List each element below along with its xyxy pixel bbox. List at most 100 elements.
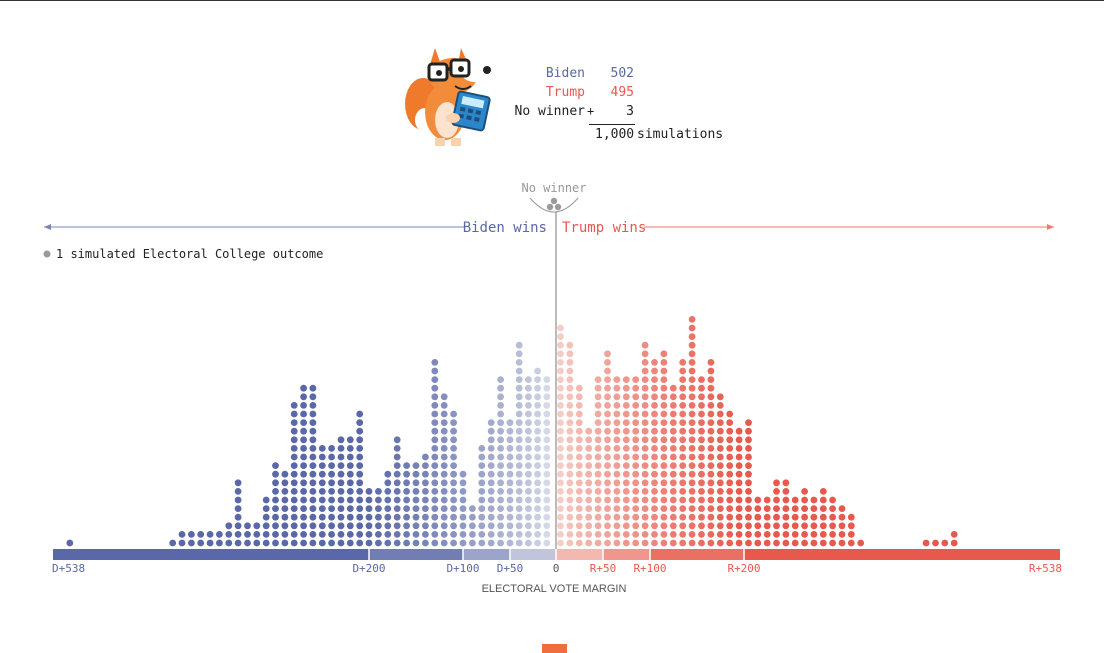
biden-outcome-dot — [515, 384, 523, 392]
trump-outcome-dot — [651, 376, 658, 383]
trump-outcome-dot — [641, 453, 649, 461]
biden-outcome-dot — [384, 505, 392, 512]
trump-outcome-dot — [604, 376, 611, 383]
tally-nowinner-value: 3 — [626, 104, 634, 119]
trump-outcome-dot — [660, 359, 668, 366]
biden-outcome-dot — [356, 445, 364, 452]
biden-outcome-dot — [262, 539, 270, 547]
trump-outcome-dot — [557, 445, 564, 452]
trump-outcome-dot — [754, 531, 762, 538]
biden-outcome-dot — [337, 488, 345, 495]
biden-outcome-dot — [356, 410, 364, 418]
trump-outcome-dot — [707, 505, 715, 512]
biden-outcome-dot — [262, 531, 270, 538]
biden-outcome-dot — [337, 462, 345, 469]
biden-outcome-dot — [450, 513, 457, 521]
trump-outcome-dot — [604, 488, 611, 495]
trump-wins-label: Trump wins — [562, 220, 646, 236]
trump-outcome-dot — [726, 445, 734, 452]
trump-outcome-dot — [838, 539, 846, 547]
trump-outcome-dot — [632, 445, 640, 452]
biden-outcome-dot — [440, 393, 448, 401]
trump-outcome-dot — [557, 367, 564, 375]
trump-outcome-dot — [585, 505, 593, 512]
biden-outcome-dot — [281, 470, 289, 478]
trump-outcome-dot — [604, 513, 611, 521]
trump-outcome-dot — [594, 402, 602, 409]
biden-outcome-dot — [393, 513, 401, 521]
biden-outcome-dot — [300, 470, 307, 478]
biden-outcome-dot — [412, 505, 420, 512]
trump-outcome-dot — [698, 522, 705, 530]
biden-outcome-dot — [384, 470, 392, 478]
trump-outcome-dot — [604, 367, 611, 375]
trump-outcome-dot — [763, 531, 771, 538]
trump-outcome-dot — [566, 505, 574, 512]
trump-outcome-dot — [688, 531, 696, 538]
trump-outcome-dot — [660, 488, 668, 495]
biden-outcome-dot — [515, 445, 523, 452]
trump-outcome-dot — [688, 505, 696, 512]
biden-outcome-dot — [412, 496, 420, 504]
trump-outcome-dot — [660, 384, 668, 392]
biden-outcome-dot — [346, 531, 354, 538]
trump-outcome-dot — [594, 505, 602, 512]
biden-outcome-dot — [422, 470, 429, 478]
biden-outcome-dot — [290, 427, 298, 435]
biden-outcome-dot — [431, 522, 439, 530]
trump-outcome-dot — [745, 522, 752, 530]
trump-outcome-dot — [716, 479, 724, 487]
trump-outcome-dot — [801, 505, 808, 512]
biden-outcome-dot — [290, 496, 298, 504]
trump-outcome-dot — [632, 513, 640, 521]
trump-outcome-dot — [735, 488, 743, 495]
biden-outcome-dot — [497, 393, 504, 401]
biden-outcome-dot — [272, 531, 279, 538]
biden-outcome-dot — [422, 488, 429, 495]
trump-outcome-dot — [575, 496, 583, 504]
biden-outcome-dot — [525, 513, 532, 521]
trump-outcome-dot — [660, 531, 668, 538]
trump-outcome-dot — [585, 436, 593, 444]
trump-outcome-dot — [557, 376, 564, 383]
trump-outcome-dot — [651, 531, 658, 538]
trump-outcome-dot — [566, 419, 574, 426]
biden-outcome-dot — [431, 376, 439, 383]
trump-outcome-dot — [585, 427, 593, 435]
trump-outcome-dot — [735, 453, 743, 461]
biden-outcome-dot — [300, 488, 307, 495]
trump-outcome-dot — [819, 522, 827, 530]
trump-outcome-dot — [745, 436, 752, 444]
biden-outcome-dot — [543, 402, 551, 409]
biden-outcome-dot — [525, 436, 532, 444]
biden-outcome-dot — [318, 505, 326, 512]
biden-outcome-dot — [337, 436, 345, 444]
trump-outcome-dot — [791, 496, 799, 504]
trump-outcome-dot — [745, 453, 752, 461]
biden-outcome-dot — [309, 479, 317, 487]
biden-outcome-dot — [543, 427, 551, 435]
biden-outcome-dot — [290, 479, 298, 487]
trump-outcome-dot — [716, 427, 724, 435]
no-winner-bracket — [529, 197, 579, 213]
biden-outcome-dot — [469, 513, 476, 521]
trump-outcome-dot — [660, 445, 668, 452]
trump-outcome-dot — [651, 462, 658, 469]
biden-outcome-dot — [440, 462, 448, 469]
biden-outcome-dot — [412, 470, 420, 478]
biden-outcome-dot — [487, 419, 495, 426]
biden-outcome-dot — [412, 462, 420, 469]
trump-outcome-dot — [716, 531, 724, 538]
biden-outcome-dot — [206, 539, 214, 547]
biden-outcome-dot — [281, 513, 289, 521]
biden-outcome-dot — [234, 505, 242, 512]
trump-outcome-dot — [651, 470, 658, 478]
trump-outcome-dot — [726, 522, 734, 530]
biden-outcome-dot — [487, 539, 495, 547]
trump-outcome-dot — [735, 479, 743, 487]
biden-outcome-dot — [534, 436, 541, 444]
trump-outcome-dot — [688, 384, 696, 392]
biden-outcome-dot — [365, 496, 373, 504]
biden-outcome-dot — [431, 427, 439, 435]
trump-outcome-dot — [791, 531, 799, 538]
